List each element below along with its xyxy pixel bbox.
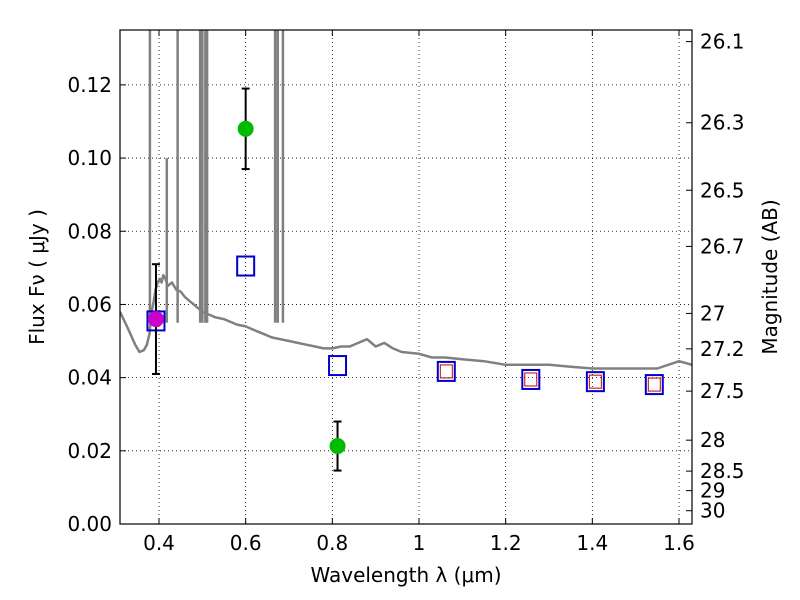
y2-tick-label: 30	[700, 499, 725, 523]
y2-tick-label: 28.5	[700, 459, 745, 483]
model-square	[644, 374, 664, 396]
x-tick-label: 1	[413, 531, 426, 555]
x-tick-label: 0.6	[230, 531, 262, 555]
model-square-inner	[647, 377, 661, 392]
plot-frame	[119, 29, 693, 525]
spectrum-line	[120, 273, 692, 370]
y2-tick-label: 26.7	[700, 234, 745, 258]
observed-point	[329, 438, 346, 455]
model-square	[585, 371, 605, 393]
y-tick-label: 0.00	[67, 512, 112, 536]
model-square-inner	[588, 374, 602, 389]
y2-tick-label: 27	[700, 301, 725, 325]
model-square	[236, 255, 256, 277]
model-square	[521, 368, 541, 390]
x-axis: 0.4 0.6 0.8 1 1.2 1.4 1.6	[143, 30, 695, 555]
model-square	[436, 360, 456, 382]
y-tick-label: 0.02	[67, 439, 112, 463]
y-tick-label: 0.08	[67, 219, 112, 243]
markers	[146, 87, 664, 472]
y-axis-label: Flux Fν ( μJy )	[25, 209, 49, 345]
y-tick-label: 0.06	[67, 292, 112, 316]
y-tick-label: 0.12	[67, 73, 112, 97]
y-axis: 0.00 0.02 0.04 0.06 0.08 0.10 0.12	[67, 73, 126, 536]
y2-tick-label: 26.5	[700, 178, 745, 202]
model-square-inner	[439, 364, 453, 379]
y-tick-label: 0.04	[67, 366, 112, 390]
observed-point	[147, 311, 164, 328]
model-square	[328, 355, 348, 377]
plot-area	[120, 30, 692, 524]
model-square-inner	[524, 372, 538, 387]
grid	[120, 30, 692, 524]
y2-tick-label: 27.5	[700, 379, 745, 403]
x-tick-label: 1.2	[490, 531, 522, 555]
x-tick-label: 0.4	[143, 531, 175, 555]
model-spectrum	[120, 30, 692, 370]
y2-tick-label: 29	[700, 479, 725, 503]
x-tick-label: 1.4	[576, 531, 608, 555]
x-axis-label: Wavelength λ (μm)	[310, 563, 501, 587]
y-tick-label: 0.10	[67, 146, 112, 170]
y2-tick-label: 28	[700, 428, 725, 452]
x-tick-label: 1.6	[663, 531, 695, 555]
y2-tick-label: 26.1	[700, 30, 745, 54]
observed-point	[237, 120, 254, 137]
y2-tick-label: 26.3	[700, 111, 745, 135]
y2-tick-label: 27.2	[700, 337, 745, 361]
y2-axis-label: Magnitude (AB)	[758, 199, 782, 354]
x-tick-label: 0.8	[316, 531, 348, 555]
